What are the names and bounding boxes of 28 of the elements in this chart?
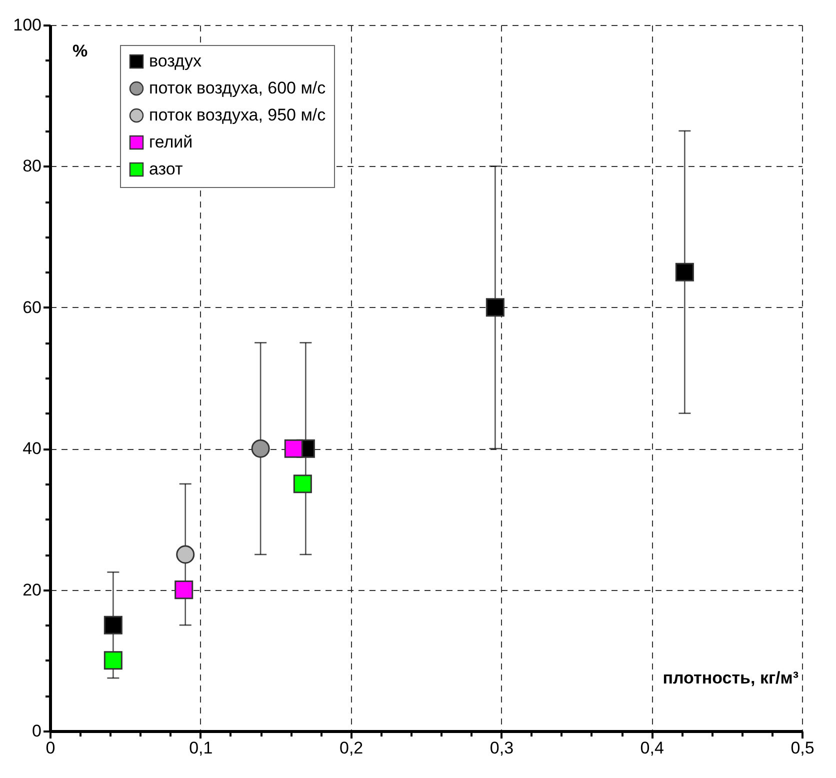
legend-label: поток воздуха, 600 м/с	[149, 78, 326, 98]
legend-label: азот	[149, 160, 183, 178]
y-tick-label: 100	[13, 16, 42, 34]
x-axis-title: плотность, кг/м³	[662, 668, 799, 688]
point	[293, 474, 312, 494]
legend-label: поток воздуха, 950 м/с	[149, 106, 326, 124]
point	[174, 580, 194, 600]
legend-label: воздух	[149, 52, 202, 70]
x-tick-label: 0,5	[790, 738, 814, 758]
point	[486, 298, 504, 317]
y-tick-label: 20	[22, 580, 42, 600]
x-tick-label: 0	[46, 738, 56, 758]
point	[284, 439, 303, 458]
point	[104, 651, 122, 670]
y-tick-label: 0	[32, 722, 42, 740]
y-axis-title: %	[72, 42, 88, 60]
y-tick-label: 60	[22, 298, 42, 317]
x-tick-label: 0,2	[339, 738, 364, 758]
y-tick-label: 80	[22, 156, 42, 176]
point	[675, 262, 694, 282]
point	[251, 439, 270, 458]
x-tick-label: 0,4	[640, 738, 664, 758]
x-tick-label: 0,3	[490, 738, 514, 758]
legend-label: гелий	[149, 132, 193, 152]
point	[104, 616, 122, 634]
y-tick-label: 40	[22, 439, 42, 458]
x-tick-label: 0,1	[189, 738, 213, 758]
point	[176, 545, 195, 564]
